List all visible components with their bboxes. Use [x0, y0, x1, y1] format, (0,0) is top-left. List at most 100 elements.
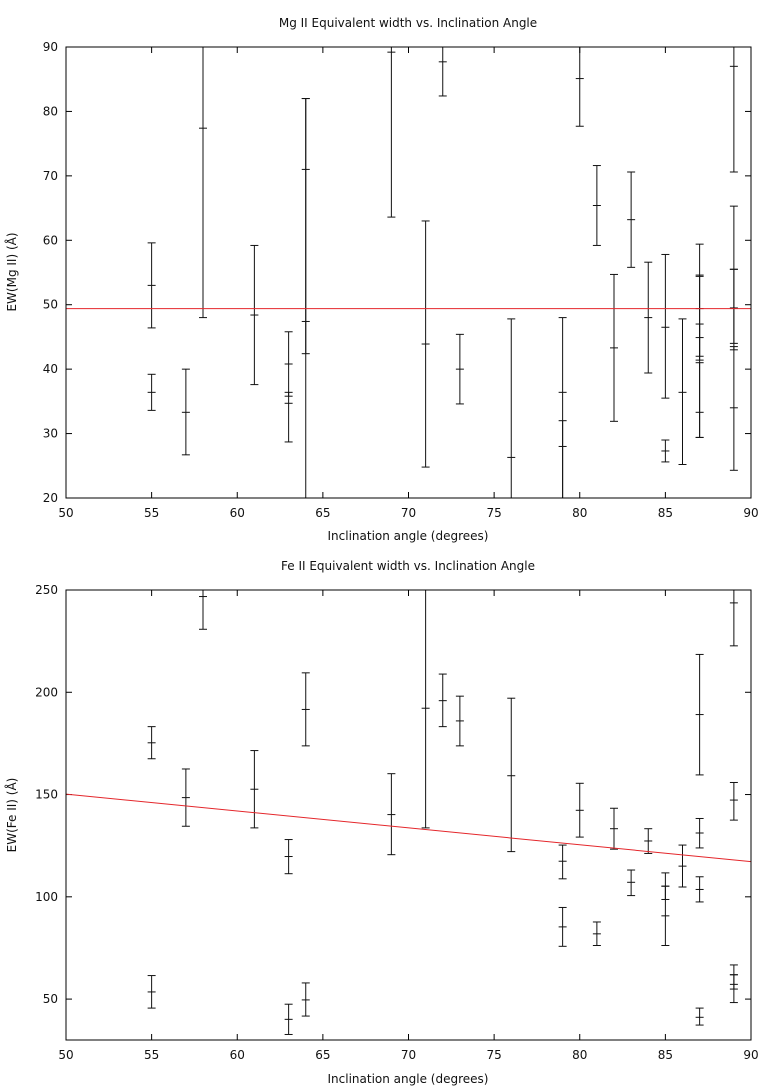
- error-bar: [181, 768, 190, 827]
- y-tick-label: 100: [35, 890, 58, 904]
- error-bar: [558, 906, 567, 947]
- error-bar: [558, 420, 567, 498]
- error-bar: [627, 171, 636, 268]
- error-bar: [455, 333, 464, 405]
- x-tick-label: 90: [743, 506, 758, 520]
- error-bar: [199, 47, 207, 319]
- error-bar: [438, 673, 447, 728]
- error-bar: [507, 318, 516, 498]
- y-axis-label: EW(Mg II) (Å): [4, 232, 19, 311]
- x-tick-label: 75: [486, 1048, 501, 1062]
- error-bar: [147, 373, 156, 411]
- error-bar: [301, 98, 310, 355]
- y-tick-label: 250: [35, 583, 58, 597]
- error-bar: [421, 220, 430, 468]
- error-bars: [147, 47, 738, 498]
- error-bar: [507, 697, 516, 853]
- y-axis-ticks: 50 100 150 200 250: [35, 583, 751, 1006]
- error-bar: [729, 268, 738, 344]
- fe-ii-chart: Fe II Equivalent width vs. Inclination A…: [4, 559, 759, 1086]
- x-tick-label: 80: [572, 506, 587, 520]
- error-bar: [181, 368, 190, 456]
- error-bar: [661, 253, 670, 399]
- x-tick-label: 65: [315, 506, 330, 520]
- error-bar: [250, 750, 259, 829]
- error-bar: [387, 773, 396, 856]
- x-tick-label: 90: [743, 1048, 758, 1062]
- error-bar: [592, 921, 601, 946]
- error-bar: [627, 869, 636, 897]
- x-axis-label: Inclination angle (degrees): [328, 529, 489, 543]
- y-tick-label: 50: [43, 992, 58, 1006]
- x-tick-label: 60: [230, 1048, 245, 1062]
- y-tick-label: 20: [43, 491, 58, 505]
- error-bar: [695, 876, 704, 903]
- y-tick-label: 70: [43, 169, 58, 183]
- y-tick-label: 30: [43, 427, 58, 441]
- error-bar: [575, 782, 584, 838]
- error-bar: [147, 726, 156, 760]
- error-bar: [610, 807, 618, 850]
- plot-frame: [65, 46, 752, 499]
- error-bar: [421, 590, 430, 829]
- chart-title: Fe II Equivalent width vs. Inclination A…: [281, 559, 535, 573]
- x-axis-ticks: 50 55 60 65 70 75 80 85 90: [58, 47, 759, 520]
- error-bar: [199, 590, 207, 630]
- x-tick-label: 60: [230, 506, 245, 520]
- y-tick-label: 80: [43, 104, 58, 118]
- error-bar: [301, 982, 310, 1017]
- x-tick-label: 50: [58, 1048, 73, 1062]
- error-bar: [729, 346, 738, 471]
- error-bar: [678, 844, 687, 888]
- mg-ii-chart: Mg II Equivalent width vs. Inclination A…: [4, 16, 759, 543]
- error-bar: [575, 47, 584, 127]
- y-tick-label: 40: [43, 362, 58, 376]
- x-tick-label: 85: [658, 506, 673, 520]
- error-bar: [729, 47, 738, 173]
- fit-line: [65, 793, 752, 863]
- x-tick-label: 70: [401, 506, 416, 520]
- error-bar: [284, 391, 293, 443]
- error-bar: [284, 331, 293, 397]
- error-bar: [729, 781, 738, 821]
- error-bar: [455, 695, 464, 747]
- error-bar: [661, 885, 670, 946]
- y-tick-label: 200: [35, 685, 58, 699]
- x-axis-label: Inclination angle (degrees): [328, 1072, 489, 1086]
- error-bar: [438, 47, 447, 97]
- chart-title: Mg II Equivalent width vs. Inclination A…: [279, 16, 537, 30]
- x-tick-label: 80: [572, 1048, 587, 1062]
- error-bar: [678, 318, 687, 465]
- x-axis-ticks: 50 55 60 65 70 75 80 85 90: [58, 590, 759, 1062]
- error-bar: [147, 242, 156, 329]
- error-bar: [644, 828, 653, 854]
- error-bar: [610, 273, 618, 422]
- error-bar: [284, 1003, 293, 1035]
- y-tick-label: 150: [35, 788, 58, 802]
- x-tick-label: 75: [486, 506, 501, 520]
- x-tick-label: 55: [144, 506, 159, 520]
- error-bars: [147, 590, 738, 1035]
- y-axis-ticks: 20 30 40 50 60 70 80 90: [43, 40, 751, 505]
- y-tick-label: 90: [43, 40, 58, 54]
- error-bar: [661, 439, 670, 463]
- x-tick-label: 85: [658, 1048, 673, 1062]
- error-bar: [284, 839, 293, 875]
- y-tick-label: 60: [43, 233, 58, 247]
- error-bar: [644, 261, 653, 374]
- error-bar: [592, 165, 601, 246]
- x-tick-label: 50: [58, 506, 73, 520]
- error-bar: [695, 817, 704, 849]
- x-tick-label: 70: [401, 1048, 416, 1062]
- error-bar: [250, 244, 259, 386]
- error-bar: [729, 590, 738, 647]
- x-tick-label: 55: [144, 1048, 159, 1062]
- error-bar: [695, 1007, 704, 1026]
- x-tick-label: 65: [315, 1048, 330, 1062]
- error-bar: [695, 653, 704, 776]
- y-tick-label: 50: [43, 298, 58, 312]
- plot-frame: [65, 589, 752, 1041]
- error-bar: [301, 672, 310, 747]
- error-bar: [387, 47, 396, 218]
